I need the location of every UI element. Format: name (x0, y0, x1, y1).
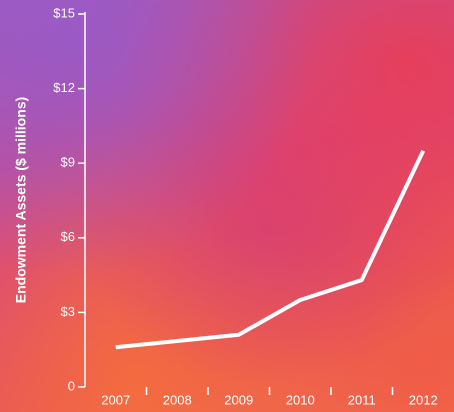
x-tick-label: 2011 (348, 392, 376, 407)
x-tick-label: 2012 (409, 392, 438, 407)
y-tick-label: $6 (61, 229, 75, 244)
x-tick-label: 2008 (163, 392, 192, 407)
y-axis-label: Endowment Assets ($ millions) (13, 97, 29, 303)
y-tick-label: $9 (61, 155, 75, 170)
y-tick-label: $12 (53, 80, 75, 95)
y-tick-label: 0 (68, 378, 75, 393)
page: Endowment Assets ($ millions) 0 $3 $6 $9 $12… (0, 0, 454, 412)
y-tick-label: $3 (61, 304, 75, 319)
chart: Endowment Assets ($ millions) 0 $3 $6 $9 $12… (0, 0, 454, 412)
y-tick-label: $15 (53, 5, 75, 20)
x-tick-label: 2009 (224, 392, 253, 407)
x-tick-label: 2007 (101, 392, 130, 407)
line (116, 151, 424, 347)
x-tick-label: 2010 (286, 392, 315, 407)
